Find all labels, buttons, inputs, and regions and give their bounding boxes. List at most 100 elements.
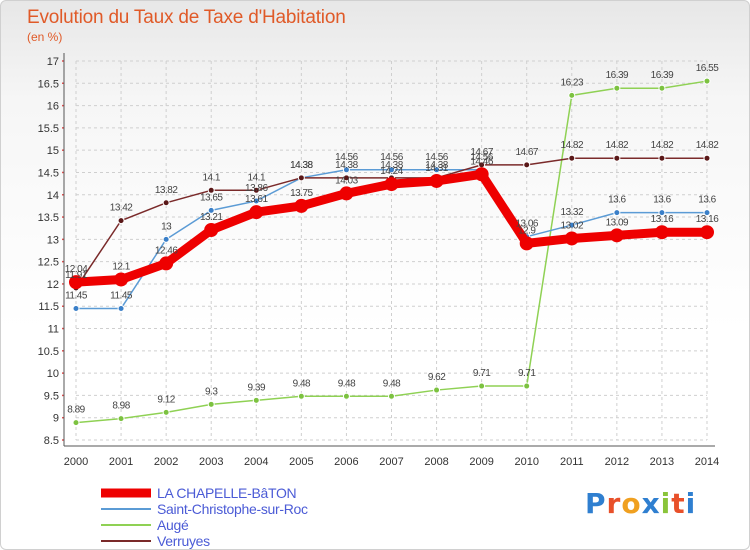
data-point xyxy=(433,386,441,394)
logo-letter: o xyxy=(621,487,642,520)
y-tick-label: 13 xyxy=(47,234,59,246)
data-point xyxy=(700,225,714,240)
data-label: 12.9 xyxy=(518,225,536,236)
data-label: 14.82 xyxy=(651,140,674,151)
y-tick-label: 11 xyxy=(48,324,59,336)
data-label: 11.45 xyxy=(110,290,133,301)
data-point xyxy=(568,91,576,99)
x-tick-label: 2011 xyxy=(560,456,584,468)
data-label: 14.82 xyxy=(606,140,629,151)
logo-letter: i xyxy=(660,487,672,520)
data-label: 9.62 xyxy=(428,372,446,383)
data-point xyxy=(114,272,129,287)
data-point xyxy=(342,392,350,400)
legend: LA CHAPELLE-BâTON Saint-Christophe-sur-Ro… xyxy=(101,485,308,549)
data-point xyxy=(159,256,174,271)
data-label: 12.1 xyxy=(112,261,130,272)
data-label: 14.1 xyxy=(248,172,266,183)
data-point xyxy=(523,382,531,390)
data-point xyxy=(117,415,125,423)
data-point xyxy=(207,206,215,214)
data-point xyxy=(433,166,441,174)
data-label: 14.82 xyxy=(696,140,719,151)
data-label: 16.39 xyxy=(651,70,674,81)
data-point xyxy=(207,400,215,408)
data-label: 13.09 xyxy=(606,217,629,228)
y-tick-label: 9.5 xyxy=(44,390,59,402)
data-point xyxy=(568,154,576,162)
data-label: 12.46 xyxy=(155,245,178,256)
data-point xyxy=(297,392,305,400)
data-label: 13.16 xyxy=(651,214,674,225)
logo-letter: t xyxy=(671,487,686,520)
data-point xyxy=(613,154,621,162)
series-lines xyxy=(69,77,714,427)
data-point xyxy=(658,209,666,217)
data-label: 9.12 xyxy=(157,394,175,405)
y-tick-label: 8.5 xyxy=(44,435,59,447)
data-point xyxy=(342,166,350,174)
data-point xyxy=(162,408,170,416)
data-label: 14.46 xyxy=(470,156,493,167)
x-tick-label: 2000 xyxy=(64,456,88,468)
data-label: 13.21 xyxy=(200,212,223,223)
y-tick-label: 16.5 xyxy=(38,78,59,90)
data-label: 14.67 xyxy=(470,147,493,158)
data-label: 14.56 xyxy=(380,152,403,163)
data-label: 14.38 xyxy=(290,160,313,171)
data-label: 9.48 xyxy=(338,378,356,389)
data-label: 14.38 xyxy=(290,160,313,171)
data-label: 14.56 xyxy=(470,152,493,163)
data-point xyxy=(72,419,80,427)
data-label: 14.56 xyxy=(425,152,448,163)
data-label: 16.39 xyxy=(606,70,629,81)
data-label: 14.38 xyxy=(425,160,448,171)
data-label: 13.32 xyxy=(561,207,584,218)
legend-item: Augé xyxy=(101,517,308,533)
y-tick-label: 12.5 xyxy=(38,257,59,269)
data-label: 9.48 xyxy=(293,378,311,389)
data-point xyxy=(69,275,83,290)
data-point xyxy=(474,167,489,182)
data-label: 9.71 xyxy=(518,368,536,379)
data-point xyxy=(703,154,711,162)
x-tick-label: 2004 xyxy=(244,456,268,468)
data-label: 16.55 xyxy=(696,63,719,74)
y-tick-label: 14 xyxy=(47,190,59,202)
data-label: 14.56 xyxy=(335,152,358,163)
data-label: 13 xyxy=(161,221,172,232)
data-point xyxy=(72,304,80,312)
logo-letter: i xyxy=(685,487,697,520)
x-tick-label: 2013 xyxy=(650,456,674,468)
data-point xyxy=(523,161,531,169)
data-label: 14.1 xyxy=(202,172,220,183)
data-label: 13.02 xyxy=(561,220,584,231)
data-label: 13.65 xyxy=(200,192,223,203)
legend-item: Saint-Christophe-sur-Roc xyxy=(101,501,308,517)
y-tick-label: 12 xyxy=(47,279,59,291)
data-point xyxy=(609,228,624,243)
data-label: 13.82 xyxy=(155,185,178,196)
legend-label: Augé xyxy=(157,517,189,533)
x-tick-label: 2007 xyxy=(379,456,403,468)
data-point xyxy=(703,209,711,217)
y-tick-label: 17 xyxy=(47,56,59,68)
x-tick-label: 2005 xyxy=(289,456,313,468)
data-label: 14.82 xyxy=(561,140,584,151)
data-point xyxy=(564,231,579,246)
data-label: 14.31 xyxy=(425,163,448,174)
legend-swatch xyxy=(101,540,151,542)
data-label: 8.98 xyxy=(112,401,130,412)
y-tick-label: 10 xyxy=(47,368,59,380)
data-label: 12.04 xyxy=(65,264,88,275)
data-label: 14.67 xyxy=(515,147,538,158)
data-label: 11.91 xyxy=(65,270,88,281)
logo-letter: x xyxy=(641,487,661,520)
data-point xyxy=(252,186,260,194)
data-point xyxy=(613,84,621,92)
chart-title: Evolution du Taux de Taxe d'Habitation xyxy=(27,7,346,28)
y-tick-label: 9 xyxy=(53,413,59,425)
data-label: 14.24 xyxy=(380,166,403,177)
x-tick-label: 2012 xyxy=(605,456,629,468)
